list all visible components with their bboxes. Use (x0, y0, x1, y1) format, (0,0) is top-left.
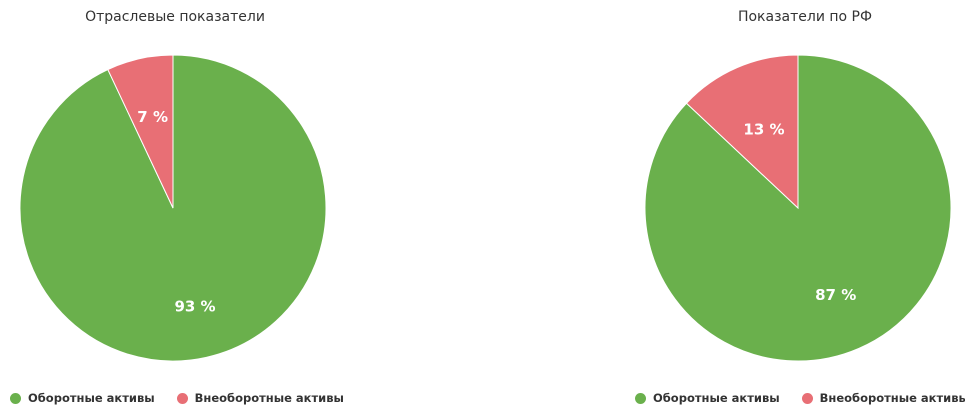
legend-label: Оборотные активы (28, 391, 155, 405)
chart-title: Показатели по РФ (737, 9, 873, 25)
pie-slice-noncurrent-assets[interactable] (107, 54, 174, 209)
legend-item-noncurrent-assets[interactable]: Внеоборотные активы (801, 391, 965, 405)
chart-panel-industry: Отраслевые показатели 93 % 7 % Оборотные … (0, 0, 360, 407)
legend-item-current-assets[interactable]: Оборотные активы (10, 391, 155, 405)
pie-slice-noncurrent-assets[interactable] (685, 54, 799, 210)
pie-chart-industry: 93 % 7 % (19, 54, 327, 362)
legend-marker-current-assets (10, 392, 21, 404)
legend: Оборотные активы Внеоборотные активы (635, 391, 965, 405)
data-label: 87 % (815, 286, 856, 304)
chart-title: Отраслевые показатели (85, 9, 265, 25)
pie-chart-russia: 87 % 13 % (644, 54, 952, 362)
legend-label: Внеоборотные активы (194, 391, 344, 405)
data-label: 93 % (174, 298, 215, 316)
legend-item-current-assets[interactable]: Оборотные активы (635, 391, 780, 405)
chart-panel-russia: Показатели по РФ 87 % 13 % Оборотные акти… (625, 0, 965, 407)
data-label: 13 % (743, 120, 784, 138)
data-label: 7 % (137, 108, 168, 126)
legend-label: Оборотные активы (653, 391, 780, 405)
legend-marker-noncurrent-assets (176, 392, 188, 404)
legend-label: Внеоборотные активы (819, 391, 965, 405)
legend: Оборотные активы Внеоборотные активы (10, 391, 366, 405)
legend-marker-noncurrent-assets (801, 392, 813, 404)
legend-marker-current-assets (635, 392, 646, 404)
legend-item-noncurrent-assets[interactable]: Внеоборотные активы (176, 391, 344, 405)
